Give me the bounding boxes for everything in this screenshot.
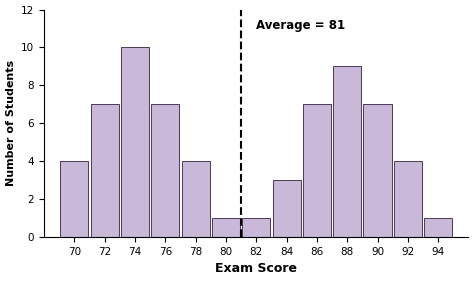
Bar xyxy=(303,105,331,237)
Bar xyxy=(394,161,422,237)
Bar xyxy=(60,161,89,237)
Bar xyxy=(121,47,149,237)
Bar xyxy=(212,218,240,237)
Bar xyxy=(242,218,270,237)
Bar xyxy=(364,105,392,237)
Bar xyxy=(333,67,361,237)
Bar xyxy=(151,105,179,237)
Y-axis label: Number of Students: Number of Students xyxy=(6,60,16,186)
X-axis label: Exam Score: Exam Score xyxy=(215,262,297,275)
Bar xyxy=(91,105,118,237)
Bar xyxy=(273,180,301,237)
Bar xyxy=(182,161,210,237)
Text: Average = 81: Average = 81 xyxy=(256,19,346,32)
Bar xyxy=(424,218,452,237)
